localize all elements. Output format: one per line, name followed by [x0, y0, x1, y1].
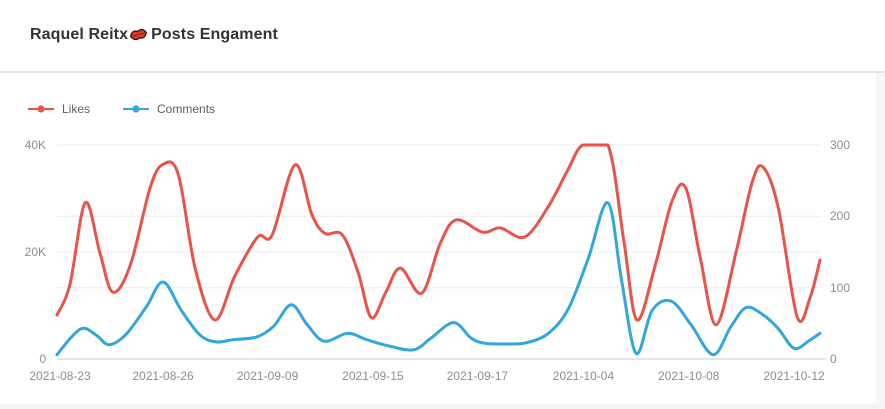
likes-legend-marker-icon [28, 105, 54, 113]
y-axis-right-label: 0 [830, 352, 837, 366]
y-axis-left-label: 20K [24, 245, 46, 259]
chart-card [0, 73, 876, 404]
legend-label-comments: Comments [157, 102, 216, 116]
page-title-text-after: Posts Engament [151, 25, 278, 43]
kiss-emoji-icon [129, 25, 148, 44]
x-axis-label: 2021-09-15 [342, 369, 404, 383]
x-axis-label: 2021-10-08 [658, 369, 720, 383]
chart-legend: Likes Comments [28, 102, 215, 116]
x-axis-label: 2021-09-09 [236, 369, 299, 383]
x-axis-label: 2021-08-26 [132, 369, 194, 383]
y-axis-left-label: 40K [24, 138, 46, 152]
y-axis-right-label: 100 [830, 280, 851, 295]
y-axis-right-label: 300 [830, 138, 851, 152]
page-title-text-before: Raquel Reitx [30, 25, 129, 43]
x-axis-label: 2021-10-04 [552, 369, 615, 383]
y-axis-right-label: 200 [830, 209, 851, 224]
legend-label-likes: Likes [62, 102, 91, 116]
x-axis-label: 2021-10-12 [763, 369, 825, 383]
page-title: Raquel Reitx Posts Engament [30, 25, 278, 44]
y-axis-left-label: 0 [39, 352, 46, 366]
comments-legend-marker-icon [123, 105, 150, 113]
page-header: Raquel Reitx Posts Engament [0, 0, 885, 71]
x-axis-label: 2021-08-23 [29, 369, 91, 383]
legend-item-comments[interactable]: Comments [123, 102, 215, 116]
page-right-gutter [876, 73, 885, 404]
page-bottom-gutter [0, 404, 885, 409]
x-axis-label: 2021-09-17 [446, 369, 509, 383]
legend-item-likes[interactable]: Likes [28, 102, 90, 116]
header-divider [0, 71, 885, 73]
